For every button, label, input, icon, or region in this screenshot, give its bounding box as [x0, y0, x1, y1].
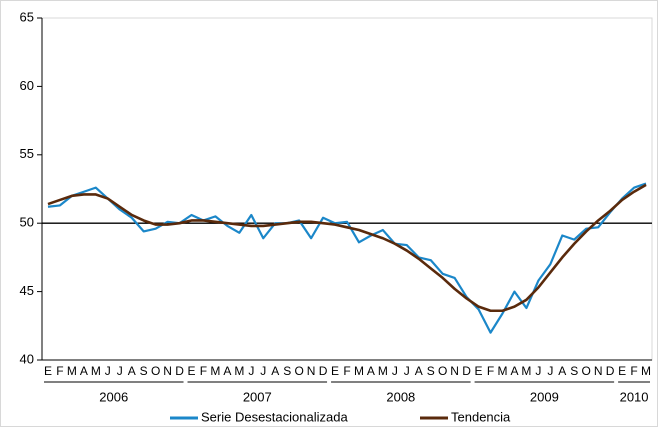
x-tick-label: J [404, 364, 410, 378]
x-tick-label: O [294, 364, 303, 378]
year-label: 2009 [530, 389, 559, 404]
x-tick-label: M [234, 364, 244, 378]
x-tick-label: J [547, 364, 553, 378]
series-line [47, 182, 647, 334]
x-tick-label: J [105, 364, 111, 378]
year-label: 2008 [386, 389, 415, 404]
x-tick-label: S [570, 364, 578, 378]
y-tick-label: 45 [20, 283, 34, 298]
x-tick-label: N [450, 364, 459, 378]
series-line [47, 183, 647, 313]
x-tick-label: F [56, 364, 63, 378]
y-tick-label: 60 [20, 78, 34, 93]
x-tick-label: N [307, 364, 316, 378]
x-tick-label: A [415, 364, 423, 378]
x-tick-label: J [117, 364, 123, 378]
x-tick-label: D [462, 364, 471, 378]
x-tick-label: E [475, 364, 483, 378]
x-tick-label: M [641, 364, 651, 378]
x-tick-label: N [163, 364, 172, 378]
x-tick-label: O [582, 364, 591, 378]
x-tick-label: M [497, 364, 507, 378]
year-label: 2006 [99, 389, 128, 404]
x-tick-label: J [535, 364, 541, 378]
x-tick-label: M [521, 364, 531, 378]
x-tick-label: F [487, 364, 494, 378]
x-tick-label: A [128, 364, 136, 378]
year-label: 2007 [243, 389, 272, 404]
x-tick-label: O [438, 364, 447, 378]
x-tick-label: A [80, 364, 88, 378]
legend-label: Serie Desestacionalizada [201, 409, 348, 424]
legend-label: Tendencia [451, 409, 511, 424]
x-tick-label: F [200, 364, 207, 378]
plot-border [41, 17, 653, 361]
x-tick-label: E [188, 364, 196, 378]
x-tick-label: E [618, 364, 626, 378]
y-tick-label: 65 [20, 9, 34, 24]
x-tick-label: S [283, 364, 291, 378]
x-tick-label: J [260, 364, 266, 378]
x-tick-label: M [378, 364, 388, 378]
x-tick-label: E [44, 364, 52, 378]
x-tick-label: F [343, 364, 350, 378]
x-tick-label: J [392, 364, 398, 378]
x-tick-label: S [427, 364, 435, 378]
x-tick-label: N [594, 364, 603, 378]
x-tick-label: J [248, 364, 254, 378]
x-tick-label: D [175, 364, 184, 378]
x-tick-label: A [271, 364, 279, 378]
x-tick-label: M [91, 364, 101, 378]
x-tick-label: D [319, 364, 328, 378]
x-tick-label: M [354, 364, 364, 378]
x-tick-label: O [151, 364, 160, 378]
x-tick-label: E [331, 364, 339, 378]
y-tick-label: 50 [20, 215, 34, 230]
y-tick-label: 40 [20, 351, 34, 366]
x-tick-label: F [630, 364, 637, 378]
x-tick-label: S [140, 364, 148, 378]
x-tick-label: A [367, 364, 375, 378]
year-label: 2010 [620, 389, 649, 404]
x-tick-label: M [210, 364, 220, 378]
x-tick-label: A [510, 364, 518, 378]
y-tick-label: 55 [20, 146, 34, 161]
x-tick-label: M [67, 364, 77, 378]
x-tick-label: D [606, 364, 615, 378]
x-tick-label: A [558, 364, 566, 378]
x-tick-label: A [223, 364, 231, 378]
